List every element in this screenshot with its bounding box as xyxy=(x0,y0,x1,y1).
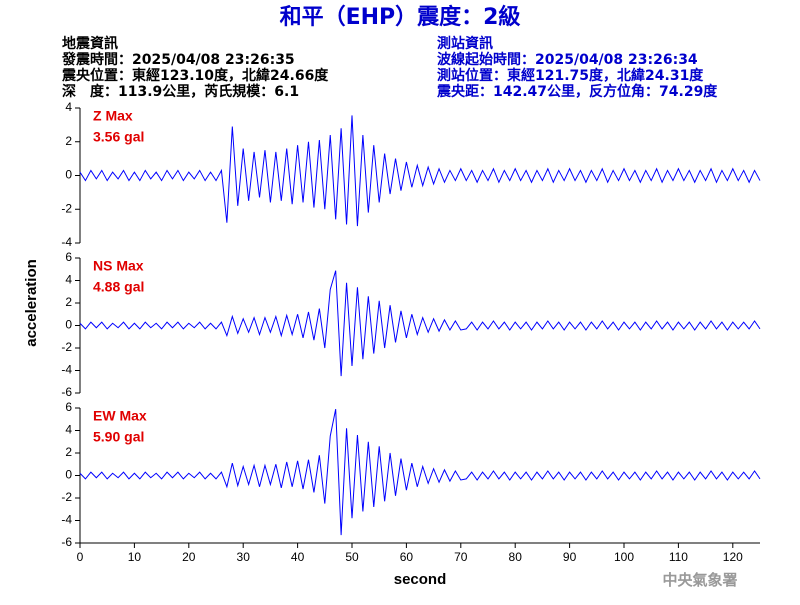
y-axis-label: acceleration xyxy=(23,259,40,347)
x-tick-label: 90 xyxy=(563,550,577,564)
max-annotation: NS Max xyxy=(93,258,144,274)
info-right: 震央距：142.47公里，反方位角：74.29度 xyxy=(436,83,718,100)
y-tick-label: 4 xyxy=(65,100,72,114)
waveform xyxy=(79,409,761,536)
x-tick-label: 80 xyxy=(509,550,523,564)
info-left: 發震時間：2025/04/08 23:26:35 xyxy=(61,51,295,68)
y-tick-label: -4 xyxy=(61,235,72,249)
y-tick-label: 2 xyxy=(65,134,72,148)
x-tick-label: 60 xyxy=(400,550,414,564)
info-left: 震央位置：東經123.10度，北緯24.66度 xyxy=(61,67,329,84)
info-right: 波線起始時間：2025/04/08 23:26:34 xyxy=(437,51,698,68)
max-annotation: 4.88 gal xyxy=(93,279,144,295)
footer: 中央氣象署 xyxy=(662,571,737,589)
max-annotation: EW Max xyxy=(93,408,147,424)
y-tick-label: -4 xyxy=(61,363,72,377)
x-tick-label: 20 xyxy=(182,550,196,564)
max-annotation: Z Max xyxy=(93,108,133,124)
y-tick-label: 2 xyxy=(65,295,72,309)
info-right: 測站位置：東經121.75度，北緯24.31度 xyxy=(437,67,704,84)
y-tick-label: 0 xyxy=(65,468,72,482)
max-annotation: 3.56 gal xyxy=(93,129,144,145)
x-tick-label: 30 xyxy=(237,550,251,564)
info-right: 測站資訊 xyxy=(437,35,493,52)
y-tick-label: 0 xyxy=(65,318,72,332)
y-tick-label: -4 xyxy=(61,513,72,527)
y-tick-label: -2 xyxy=(61,340,72,354)
x-tick-label: 120 xyxy=(723,550,743,564)
x-tick-label: 50 xyxy=(345,550,359,564)
x-tick-label: 100 xyxy=(614,550,634,564)
y-tick-label: -6 xyxy=(61,535,72,549)
y-tick-label: 4 xyxy=(65,423,72,437)
max-annotation: 5.90 gal xyxy=(93,429,144,445)
x-tick-label: 110 xyxy=(669,550,688,564)
y-tick-label: 6 xyxy=(65,250,72,264)
y-tick-label: -2 xyxy=(61,490,72,504)
info-left: 深 度：113.9公里，芮氏規模：6.1 xyxy=(62,83,299,100)
x-tick-label: 40 xyxy=(291,550,305,564)
waveform xyxy=(79,270,761,377)
x-tick-label: 0 xyxy=(77,550,84,564)
y-tick-label: 4 xyxy=(65,273,72,287)
y-tick-label: 2 xyxy=(65,445,72,459)
y-tick-label: -6 xyxy=(61,385,72,399)
y-tick-label: -2 xyxy=(61,201,72,215)
info-left: 地震資訊 xyxy=(62,35,118,52)
waveform xyxy=(79,115,761,227)
y-tick-label: 0 xyxy=(65,168,72,182)
x-axis-label: second xyxy=(394,571,447,588)
title: 和平（EHP）震度：2級 xyxy=(280,4,521,30)
x-tick-label: 70 xyxy=(454,550,468,564)
y-tick-label: 6 xyxy=(65,400,72,414)
x-tick-label: 10 xyxy=(128,550,142,564)
